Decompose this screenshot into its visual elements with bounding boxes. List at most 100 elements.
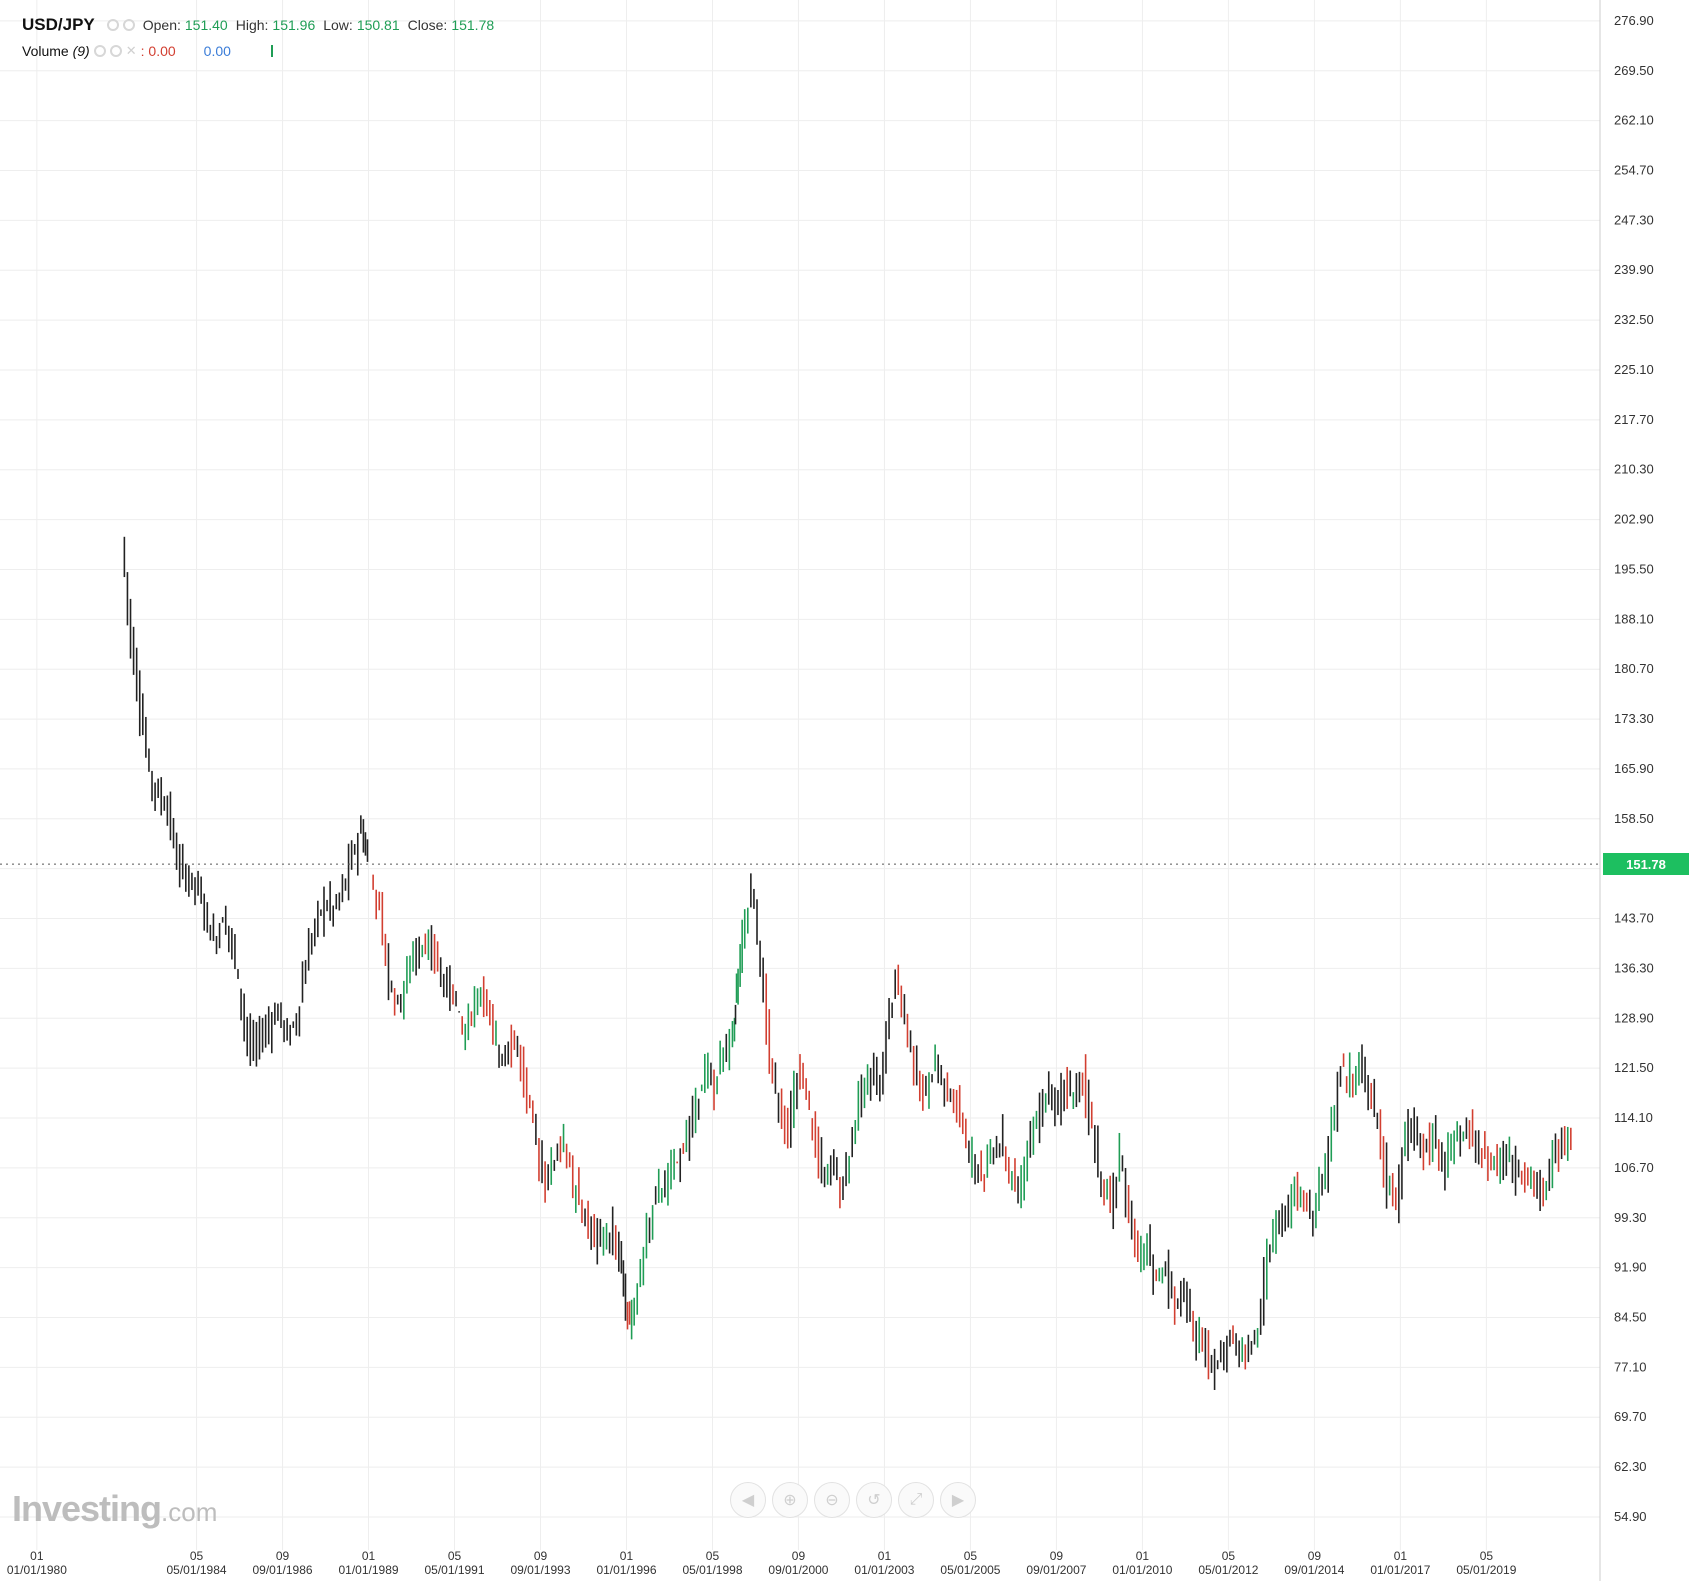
settings-icon[interactable] bbox=[109, 45, 122, 57]
ohlc-bars bbox=[123, 536, 1572, 1390]
reset-icon[interactable]: ↺ bbox=[856, 1482, 892, 1518]
y-tick-label: 54.90 bbox=[1614, 1509, 1647, 1524]
x-tick-label-bottom: 05/01/1998 bbox=[682, 1563, 742, 1577]
y-tick-label: 217.70 bbox=[1614, 412, 1654, 427]
y-tick-label: 165.90 bbox=[1614, 761, 1654, 776]
y-tick-label: 99.30 bbox=[1614, 1210, 1647, 1225]
volume-value-1: : 0.00 bbox=[140, 43, 176, 59]
y-tick-label: 262.10 bbox=[1614, 113, 1654, 128]
high-value: 151.96 bbox=[272, 17, 316, 33]
y-tick-label: 225.10 bbox=[1614, 362, 1654, 377]
y-tick-label: 77.10 bbox=[1614, 1359, 1647, 1374]
chart-legend: USD/JPY Open: 151.40 High: 151.96 Low: 1… bbox=[22, 12, 494, 64]
x-tick-label-bottom: 05/01/2005 bbox=[940, 1563, 1000, 1577]
x-tick-label-top: 05 bbox=[190, 1549, 204, 1563]
logo-suffix: .com bbox=[161, 1497, 218, 1527]
x-tick-label-bottom: 01/01/2010 bbox=[1112, 1563, 1172, 1577]
y-tick-label: 173.30 bbox=[1614, 711, 1654, 726]
y-axis: 276.90 269.50 262.10 254.70 247.30 239.90 232.… bbox=[1599, 0, 1654, 1581]
volume-label: Volume (9) bbox=[22, 43, 90, 59]
x-tick-label-bottom: 01/01/1989 bbox=[338, 1563, 398, 1577]
y-tick-label: 232.50 bbox=[1614, 312, 1654, 327]
y-tick-label: 180.70 bbox=[1614, 661, 1654, 676]
x-tick-label-bottom: 01/01/2003 bbox=[854, 1563, 914, 1577]
y-tick-label: 188.10 bbox=[1614, 611, 1654, 626]
x-tick-label-bottom: 05/01/2019 bbox=[1456, 1563, 1516, 1577]
volume-label-text: Volume bbox=[22, 43, 69, 59]
low-label: Low: bbox=[323, 17, 353, 33]
x-tick-label-top: 01 bbox=[620, 1549, 634, 1563]
x-tick-label-bottom: 01/01/1996 bbox=[596, 1563, 656, 1577]
x-tick-label-bottom: 05/01/1991 bbox=[424, 1563, 484, 1577]
x-axis: 0101/01/19800505/01/19840909/01/19860101… bbox=[7, 1549, 1517, 1577]
x-tick-label-top: 01 bbox=[30, 1549, 44, 1563]
y-tick-label: 121.50 bbox=[1614, 1060, 1654, 1075]
x-tick-label-bottom: 09/01/1993 bbox=[510, 1563, 570, 1577]
y-tick-label: 106.70 bbox=[1614, 1160, 1654, 1175]
zoom-out-icon[interactable]: ⊖ bbox=[814, 1482, 850, 1518]
y-tick-label: 239.90 bbox=[1614, 262, 1654, 277]
x-tick-label-top: 01 bbox=[1136, 1549, 1150, 1563]
open-value: 151.40 bbox=[184, 17, 228, 33]
eye-icon[interactable] bbox=[93, 45, 106, 57]
x-tick-label-top: 05 bbox=[448, 1549, 462, 1563]
high-label: High: bbox=[235, 17, 269, 33]
investing-logo: Investing.com bbox=[12, 1488, 217, 1530]
y-tick-label: 254.70 bbox=[1614, 163, 1654, 178]
settings-icon[interactable] bbox=[122, 19, 135, 31]
x-tick-label-bottom: 09/01/2014 bbox=[1284, 1563, 1344, 1577]
logo-brand: Investing bbox=[12, 1488, 162, 1529]
close-value: 151.78 bbox=[451, 17, 495, 33]
y-tick-label: 202.90 bbox=[1614, 512, 1654, 527]
eye-icon[interactable] bbox=[106, 19, 119, 31]
y-tick-label: 91.90 bbox=[1614, 1260, 1647, 1275]
close-icon[interactable]: ✕ bbox=[125, 43, 137, 58]
x-tick-label-bottom: 09/01/1986 bbox=[253, 1563, 313, 1577]
zoom-in-icon[interactable]: ⊕ bbox=[772, 1482, 808, 1518]
volume-legend-row: Volume (9) ✕ : 0.00 0.00 bbox=[22, 38, 494, 64]
current-price-tag: 151.78 bbox=[1603, 853, 1689, 876]
x-tick-label-bottom: 01/01/2017 bbox=[1370, 1563, 1430, 1577]
low-value: 150.81 bbox=[356, 17, 400, 33]
y-tick-label: 210.30 bbox=[1614, 462, 1654, 477]
x-tick-label-top: 09 bbox=[1050, 1549, 1064, 1563]
x-tick-label-top: 05 bbox=[1222, 1549, 1236, 1563]
y-tick-label: 195.50 bbox=[1614, 561, 1654, 576]
y-tick-label: 158.50 bbox=[1614, 811, 1654, 826]
x-tick-label-bottom: 09/01/2007 bbox=[1026, 1563, 1086, 1577]
scroll-left-icon[interactable]: ◀ bbox=[730, 1482, 766, 1518]
x-tick-label-top: 05 bbox=[1480, 1549, 1494, 1563]
x-tick-label-top: 09 bbox=[792, 1549, 806, 1563]
scroll-right-icon[interactable]: ▶ bbox=[940, 1482, 976, 1518]
x-tick-label-top: 05 bbox=[964, 1549, 978, 1563]
y-tick-label: 143.70 bbox=[1614, 911, 1654, 926]
close-label: Close: bbox=[407, 17, 448, 33]
x-tick-label-top: 05 bbox=[706, 1549, 720, 1563]
symbol-name: USD/JPY bbox=[22, 15, 95, 34]
y-tick-label: 84.50 bbox=[1614, 1310, 1647, 1325]
x-tick-label-bottom: 09/01/2000 bbox=[768, 1563, 828, 1577]
y-tick-label: 276.90 bbox=[1614, 13, 1654, 28]
y-tick-label: 128.90 bbox=[1614, 1010, 1654, 1025]
chart-navigation: ◀ ⊕ ⊖ ↺ ⤢ ▶ bbox=[730, 1482, 976, 1518]
x-tick-label-top: 09 bbox=[276, 1549, 290, 1563]
volume-period: (9) bbox=[72, 43, 90, 59]
volume-value-2: 0.00 bbox=[203, 43, 231, 59]
x-tick-label-top: 01 bbox=[878, 1549, 892, 1563]
y-tick-label: 62.30 bbox=[1614, 1459, 1647, 1474]
grid-layer bbox=[0, 0, 1600, 1550]
x-tick-label-bottom: 01/01/1980 bbox=[7, 1563, 67, 1577]
x-tick-label-top: 01 bbox=[362, 1549, 376, 1563]
fit-icon[interactable]: ⤢ bbox=[898, 1482, 934, 1518]
price-legend-row: USD/JPY Open: 151.40 High: 151.96 Low: 1… bbox=[22, 12, 494, 38]
y-tick-label: 69.70 bbox=[1614, 1409, 1647, 1424]
x-tick-label-bottom: 05/01/2012 bbox=[1198, 1563, 1258, 1577]
x-tick-label-top: 01 bbox=[1394, 1549, 1408, 1563]
y-tick-label: 136.30 bbox=[1614, 960, 1654, 975]
y-tick-label: 247.30 bbox=[1614, 212, 1654, 227]
open-label: Open: bbox=[142, 17, 181, 33]
x-tick-label-top: 09 bbox=[534, 1549, 548, 1563]
x-tick-label-top: 09 bbox=[1308, 1549, 1322, 1563]
